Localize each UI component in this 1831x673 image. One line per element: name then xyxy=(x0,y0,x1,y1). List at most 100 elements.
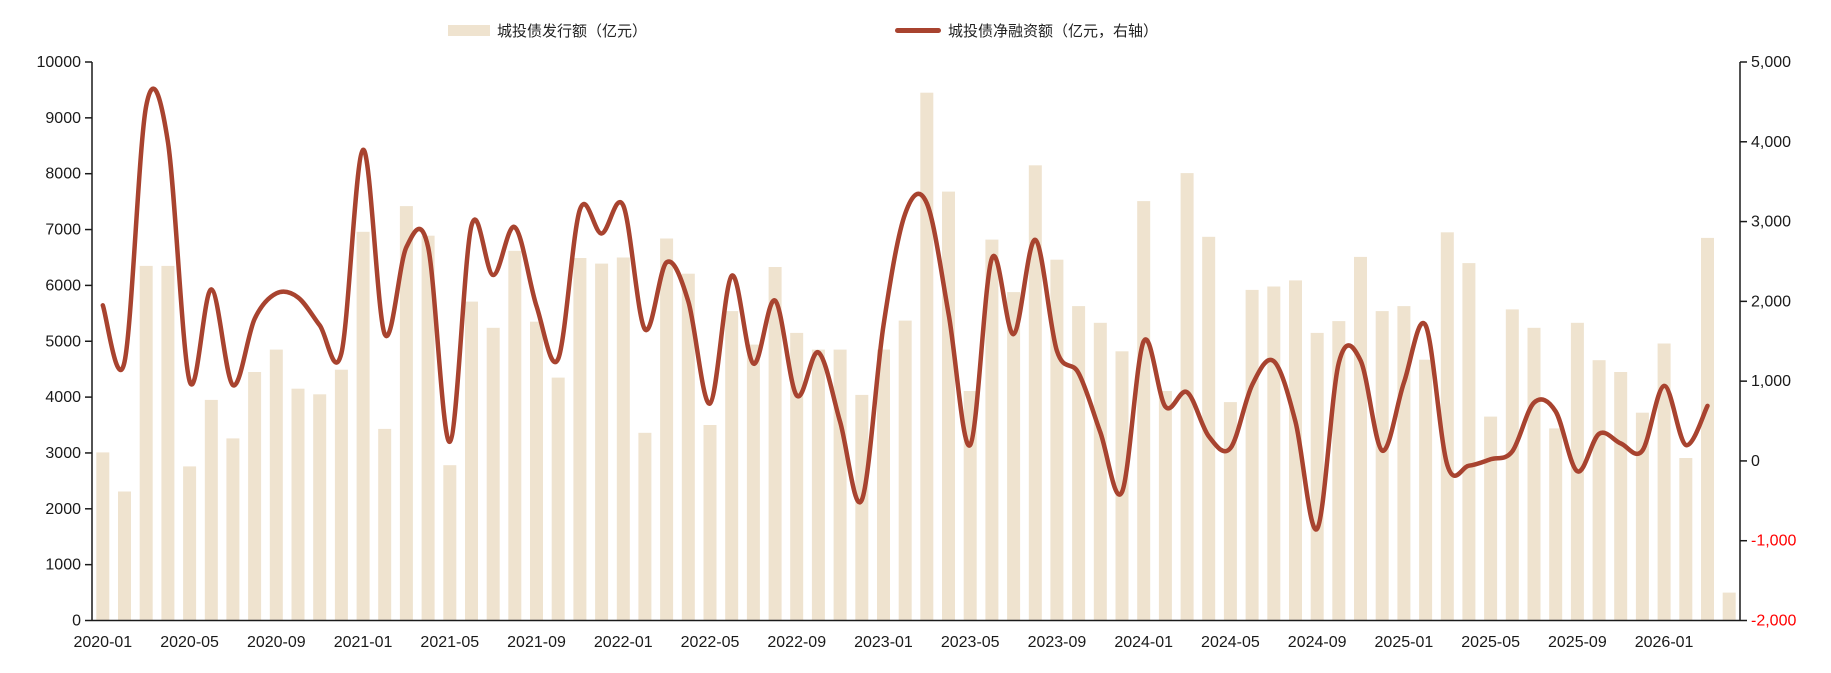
left-axis-label: 10000 xyxy=(37,54,82,71)
left-axis-label: 0 xyxy=(72,613,81,630)
x-axis-label: 2026-01 xyxy=(1635,634,1694,651)
net-financing-line xyxy=(100,86,1710,532)
left-axis-label: 1000 xyxy=(45,557,81,574)
issuance-bar-swatch-icon xyxy=(448,25,490,36)
bar-2022-04 xyxy=(681,273,695,621)
bar-2020-06 xyxy=(204,399,218,621)
bar-2025-11 xyxy=(1614,372,1628,621)
left-axis-label: 8000 xyxy=(45,166,81,183)
legend-item-net-financing: 城投债净融资额（亿元，右轴） xyxy=(895,20,1158,41)
legend: 城投债发行额（亿元） 城投债净融资额（亿元，右轴） xyxy=(0,0,1831,46)
bar-2025-08 xyxy=(1549,428,1563,621)
bar-2026-04 xyxy=(1722,592,1736,621)
bar-2022-01 xyxy=(616,257,630,621)
bar-2021-01 xyxy=(356,231,370,621)
x-axis-label: 2021-05 xyxy=(420,634,479,651)
x-axis-label: 2021-09 xyxy=(507,634,566,651)
bar-2025-06 xyxy=(1505,309,1519,621)
bar-2020-04 xyxy=(161,265,175,621)
x-axis-label: 2022-01 xyxy=(594,634,653,651)
bar-2020-02 xyxy=(118,491,131,621)
bar-2023-05 xyxy=(963,391,977,621)
right-axis-label: 3,000 xyxy=(1751,214,1791,231)
x-axis-label: 2023-01 xyxy=(854,634,913,651)
x-axis-label: 2022-05 xyxy=(681,634,740,651)
bar-2021-08 xyxy=(508,250,522,621)
bar-2025-10 xyxy=(1592,360,1606,621)
bar-2021-04 xyxy=(421,235,435,621)
right-axis-label: 1,000 xyxy=(1751,373,1791,390)
x-axis-label: 2024-05 xyxy=(1201,634,1260,651)
bar-2020-11 xyxy=(313,394,327,621)
bar-2025-02 xyxy=(1419,359,1433,621)
x-axis-label: 2021-01 xyxy=(334,634,393,651)
bar-2020-07 xyxy=(226,438,240,621)
bar-2022-03 xyxy=(660,238,674,621)
bar-2024-04 xyxy=(1202,236,1216,621)
left-axis-label: 7000 xyxy=(45,222,81,239)
left-axis-label: 4000 xyxy=(45,389,81,406)
bar-2023-01 xyxy=(877,349,890,621)
bar-2024-12 xyxy=(1375,311,1389,621)
bar-2024-11 xyxy=(1354,256,1367,621)
bar-2022-06 xyxy=(725,311,739,621)
bar-2021-11 xyxy=(573,258,587,621)
x-axis-label: 2022-09 xyxy=(767,634,826,651)
x-axis-label: 2025-09 xyxy=(1548,634,1607,651)
legend-label-issuance: 城投债发行额（亿元） xyxy=(497,23,648,40)
x-axis-label: 2020-09 xyxy=(247,634,306,651)
net-financing-line-swatch-icon xyxy=(895,28,941,33)
bar-2020-10 xyxy=(291,388,305,621)
bar-2023-10 xyxy=(1072,306,1086,621)
right-axis-label: 2,000 xyxy=(1751,293,1791,310)
right-axis-label: 5,000 xyxy=(1751,54,1791,71)
bar-2021-05 xyxy=(443,465,457,621)
bar-2022-05 xyxy=(703,425,717,621)
bar-2024-09 xyxy=(1310,332,1324,621)
bar-2021-03 xyxy=(399,206,413,621)
bar-2023-11 xyxy=(1093,322,1107,621)
bar-2022-02 xyxy=(638,432,652,621)
right-axis-label: -2,000 xyxy=(1751,613,1796,630)
bar-2022-09 xyxy=(790,332,804,621)
bar-2020-05 xyxy=(183,466,197,621)
bar-2021-09 xyxy=(530,321,543,621)
bar-2021-12 xyxy=(595,263,609,621)
bar-2026-02 xyxy=(1679,458,1693,621)
bar-2024-06 xyxy=(1245,289,1259,621)
bar-2020-09 xyxy=(269,349,283,621)
bar-2025-04 xyxy=(1462,263,1476,621)
bar-2023-08 xyxy=(1028,165,1042,621)
x-axis-label: 2024-09 xyxy=(1288,634,1347,651)
bar-2024-01 xyxy=(1137,201,1151,621)
bar-2021-02 xyxy=(378,428,392,621)
bar-2025-03 xyxy=(1440,232,1454,621)
bar-2022-11 xyxy=(833,349,847,621)
left-axis-label: 2000 xyxy=(45,501,81,518)
bar-2025-07 xyxy=(1527,327,1541,621)
bar-2023-09 xyxy=(1050,259,1064,621)
x-axis-label: 2025-05 xyxy=(1461,634,1520,651)
right-axis-label: 4,000 xyxy=(1751,134,1791,151)
x-axis-label: 2024-01 xyxy=(1114,634,1173,651)
bar-2020-01 xyxy=(96,452,110,621)
bar-2025-01 xyxy=(1397,306,1411,621)
bar-2021-07 xyxy=(486,327,500,621)
left-axis-label: 6000 xyxy=(45,277,81,294)
bar-2020-03 xyxy=(139,265,153,621)
bar-2020-08 xyxy=(248,372,262,621)
bar-2023-03 xyxy=(920,92,934,621)
bar-2020-12 xyxy=(334,369,348,621)
bar-2023-06 xyxy=(985,239,999,621)
bar-2025-12 xyxy=(1635,412,1649,621)
x-axis-label: 2020-01 xyxy=(73,634,132,651)
bar-2022-10 xyxy=(811,349,825,621)
x-axis-label: 2023-05 xyxy=(941,634,1000,651)
bar-2021-06 xyxy=(465,301,478,621)
bar-2022-08 xyxy=(768,267,782,621)
left-axis-label: 9000 xyxy=(45,110,81,127)
bar-2026-03 xyxy=(1701,237,1714,621)
legend-label-net-financing: 城投债净融资额（亿元，右轴） xyxy=(948,23,1159,40)
